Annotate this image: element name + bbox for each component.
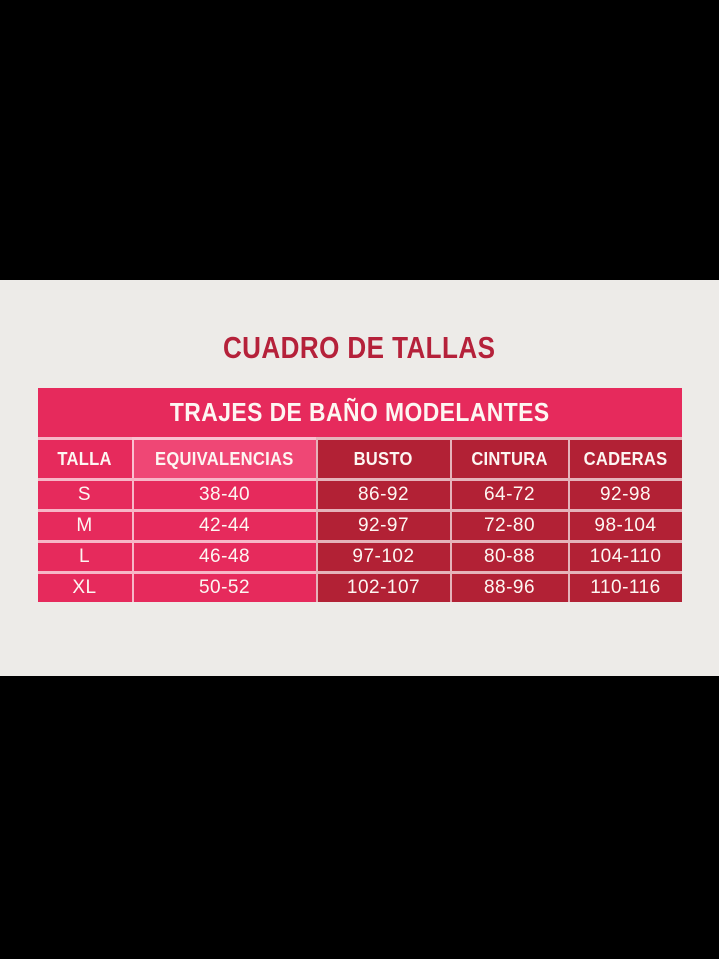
page-title: CUADRO DE TALLAS [0,330,719,366]
cell-size-l: L [37,540,132,571]
cell-size-xl: XL [37,571,132,602]
cell-xl-cintura: 88-96 [449,571,568,602]
cell-l-caderas: 104-110 [567,540,682,571]
cell-xl-caderas: 110-116 [567,571,682,602]
page-title-text: CUADRO DE TALLAS [223,330,496,365]
cell-xl-equivalencias: 50-52 [131,571,316,602]
table-banner-text: TRAJES DE BAÑO MODELANTES [169,397,550,427]
header-busto: BUSTO [315,437,450,478]
cell-m-cintura: 72-80 [449,509,568,540]
cell-s-busto: 86-92 [315,478,450,509]
header-cintura: CINTURA [449,437,568,478]
cell-l-busto: 97-102 [315,540,450,571]
table-grid: TALLA EQUIVALENCIAS BUSTO CINTURA CADERA… [37,437,682,602]
header-equivalencias: EQUIVALENCIAS [131,437,316,478]
size-table: TRAJES DE BAÑO MODELANTES TALLA EQUIVALE… [37,388,682,602]
cell-size-s: S [37,478,132,509]
cell-s-caderas: 92-98 [567,478,682,509]
cell-m-busto: 92-97 [315,509,450,540]
header-caderas: CADERAS [567,437,682,478]
table-banner: TRAJES DE BAÑO MODELANTES [37,388,682,437]
header-equivalencias-label: EQUIVALENCIAS [155,448,294,469]
letterbox-bottom [0,676,719,959]
cell-s-cintura: 64-72 [449,478,568,509]
header-cintura-label: CINTURA [471,448,548,469]
size-chart-canvas: CUADRO DE TALLAS TRAJES DE BAÑO MODELANT… [0,280,719,676]
cell-l-equivalencias: 46-48 [131,540,316,571]
cell-size-m: M [37,509,132,540]
header-talla-label: TALLA [57,448,112,469]
letterbox-top [0,0,719,280]
cell-l-cintura: 80-88 [449,540,568,571]
cell-s-equivalencias: 38-40 [131,478,316,509]
cell-m-caderas: 98-104 [567,509,682,540]
header-talla: TALLA [37,437,132,478]
header-caderas-label: CADERAS [583,448,668,469]
header-busto-label: BUSTO [353,448,414,469]
cell-m-equivalencias: 42-44 [131,509,316,540]
cell-xl-busto: 102-107 [315,571,450,602]
